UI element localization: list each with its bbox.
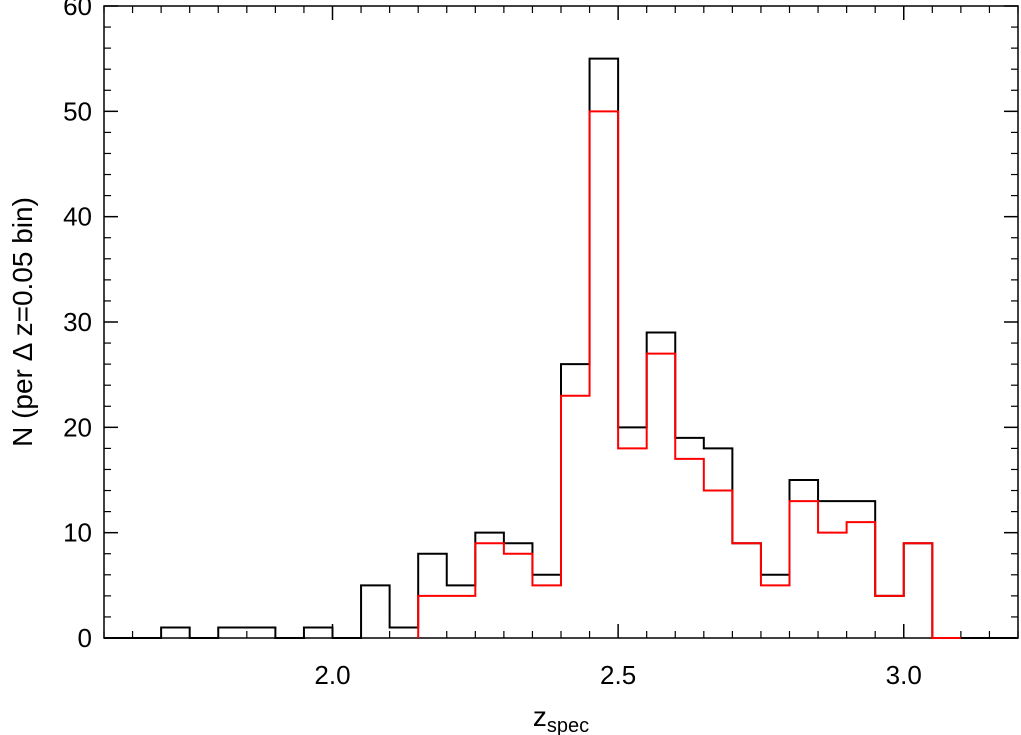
histogram-bin xyxy=(390,627,419,638)
y-tick-label: 50 xyxy=(63,96,92,126)
x-axis-label-subscript: spec xyxy=(547,715,589,735)
histogram-bin xyxy=(818,533,847,638)
histogram-bin xyxy=(590,111,619,638)
histogram-bin xyxy=(304,627,333,638)
histogram-bin xyxy=(504,554,533,638)
y-tick-label: 60 xyxy=(63,0,92,21)
y-tick-label: 40 xyxy=(63,202,92,232)
axis-tick-labels: 2.0 2.5 3.0 0 10 20 30 40 50 60 xyxy=(63,0,922,690)
histogram-bin xyxy=(447,596,476,638)
x-axis-label-main: z xyxy=(533,701,547,732)
histogram-bin xyxy=(475,543,504,638)
histogram-bin xyxy=(161,627,190,638)
histogram-bin xyxy=(247,627,276,638)
histogram-series-2 xyxy=(417,110,961,639)
histogram-bin xyxy=(361,585,390,638)
histogram-bin xyxy=(418,596,447,638)
y-tick-label: 20 xyxy=(63,412,92,442)
histogram-bin xyxy=(647,354,676,638)
x-tick-label: 2.0 xyxy=(314,660,350,690)
histogram-bin xyxy=(704,491,733,638)
x-tick-label: 2.5 xyxy=(600,660,636,690)
y-tick-label: 10 xyxy=(63,518,92,548)
histogram-bin xyxy=(761,585,790,638)
histogram-bin xyxy=(904,543,933,638)
histogram-bin xyxy=(561,396,590,638)
histogram-bin xyxy=(675,459,704,638)
y-tick-label: 0 xyxy=(78,623,92,653)
x-axis-title: zspec xyxy=(533,701,589,735)
histogram-bin xyxy=(732,543,761,638)
x-tick-label: 3.0 xyxy=(886,660,922,690)
histogram-bin xyxy=(532,585,561,638)
histogram-bin xyxy=(218,627,247,638)
histogram-bin xyxy=(875,596,904,638)
histogram-bin xyxy=(790,501,819,638)
axis-ticks xyxy=(103,5,1019,639)
histogram-bin xyxy=(618,448,647,638)
histogram-bin xyxy=(847,522,876,638)
y-tick-label: 30 xyxy=(63,307,92,337)
y-axis-title: N (per Δ z=0.05 bin) xyxy=(7,197,38,447)
series-layer xyxy=(104,57,1018,639)
